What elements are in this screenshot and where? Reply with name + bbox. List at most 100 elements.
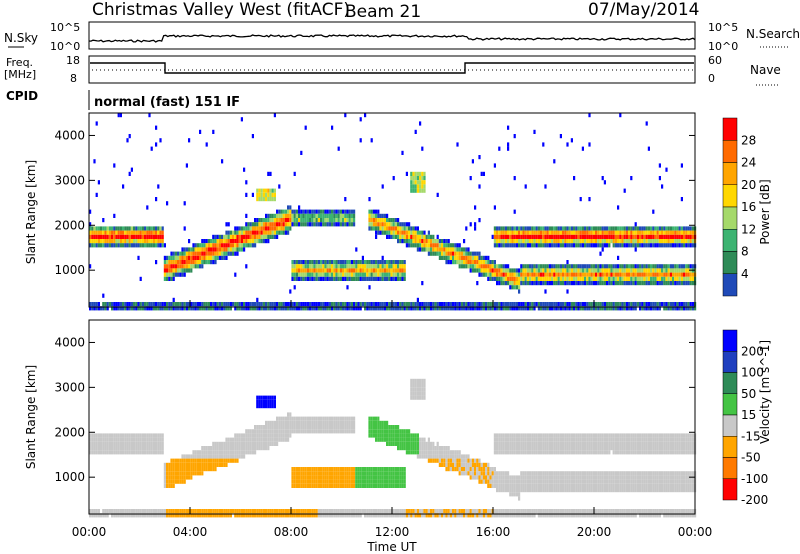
power-cell (608, 276, 611, 281)
power-cell (432, 251, 435, 256)
power-cell (562, 230, 565, 235)
power-cell (579, 272, 582, 277)
power-cell (408, 222, 411, 227)
velocity-cell (377, 429, 380, 434)
velocity-cell (254, 437, 257, 442)
velocity-cell (212, 441, 215, 446)
velocity-cell (434, 446, 437, 451)
power-cell (260, 239, 263, 244)
power-cell (665, 276, 668, 281)
power-cell (500, 230, 503, 235)
power-cell (687, 306, 690, 311)
power-cell (95, 302, 98, 307)
velocity-cell (520, 446, 523, 451)
velocity-cell (401, 446, 404, 451)
velocity-cell (328, 471, 331, 476)
power-cell (309, 222, 312, 227)
velocity-cell (124, 450, 127, 455)
power-cell (419, 239, 422, 244)
power-cell (573, 268, 576, 273)
velocity-cell (513, 475, 516, 480)
velocity-cell (271, 420, 274, 425)
velocity-cell (337, 479, 340, 484)
velocity-cell (328, 483, 331, 488)
power-cell (300, 222, 303, 227)
velocity-cell (326, 471, 329, 476)
velocity-cell (414, 378, 417, 383)
power-ytick-label-3: 4000 (54, 128, 85, 142)
power-cell (375, 218, 378, 223)
velocity-cell (210, 454, 213, 459)
velocity-cell (245, 437, 248, 442)
power-cell (410, 171, 413, 176)
velocity-cell (210, 458, 213, 463)
power-cell (557, 239, 560, 244)
nsearch-tick-bottom: 10^0 (708, 40, 738, 53)
power-cell (606, 226, 609, 231)
velocity-cell (135, 446, 138, 451)
power-cell (590, 243, 593, 248)
power-cell (630, 226, 633, 231)
velocity-cell (355, 483, 358, 488)
power-cell (273, 218, 276, 223)
velocity-cell (309, 467, 312, 472)
power-cell (397, 218, 400, 223)
power-cell (287, 226, 290, 231)
velocity-cell (298, 509, 301, 514)
power-cell (434, 306, 437, 311)
power-cell (95, 121, 98, 126)
power-cell (548, 230, 551, 235)
power-cell (423, 243, 426, 248)
power-cell (551, 306, 554, 311)
power-cell (436, 243, 439, 248)
power-cell (658, 264, 661, 269)
power-cell (595, 276, 598, 281)
power-cell (661, 281, 664, 286)
velocity-cell (364, 513, 367, 518)
power-cell (216, 234, 219, 239)
velocity-cell (524, 446, 527, 451)
velocity-cell (553, 483, 556, 488)
power-cell (271, 188, 274, 193)
power-cell (302, 276, 305, 281)
velocity-cell (93, 509, 96, 514)
velocity-cell (181, 475, 184, 480)
power-cell (520, 230, 523, 235)
power-cell (520, 276, 523, 281)
power-cell (436, 192, 439, 197)
velocity-cell (394, 429, 397, 434)
velocity-cell (555, 483, 558, 488)
power-cell (599, 268, 602, 273)
velocity-cell (551, 509, 554, 514)
power-cell (353, 268, 356, 273)
power-cell (185, 302, 188, 307)
velocity-cell (295, 467, 298, 472)
power-cell (93, 226, 96, 231)
power-cell (390, 226, 393, 231)
power-cell (335, 272, 338, 277)
velocity-cell (245, 441, 248, 446)
velocity-cell (476, 467, 479, 472)
power-cell (124, 243, 127, 248)
power-cell (276, 230, 279, 235)
power-cell (612, 272, 615, 277)
velocity-cell (159, 433, 162, 438)
power-cell (190, 264, 193, 269)
power-cell (368, 218, 371, 223)
velocity-cell (295, 416, 298, 421)
power-cell (309, 272, 312, 277)
power-cell (665, 272, 668, 277)
power-cell (513, 176, 516, 181)
velocity-cell (416, 395, 419, 400)
power-cell (553, 302, 556, 307)
power-cell (438, 251, 441, 256)
power-cell (245, 226, 248, 231)
power-cell (194, 247, 197, 252)
power-cell (584, 302, 587, 307)
power-cell (139, 243, 142, 248)
velocity-cell (379, 467, 382, 472)
power-cell (471, 264, 474, 269)
power-cell (502, 234, 505, 239)
velocity-cell (177, 475, 180, 480)
power-cell (170, 302, 173, 307)
